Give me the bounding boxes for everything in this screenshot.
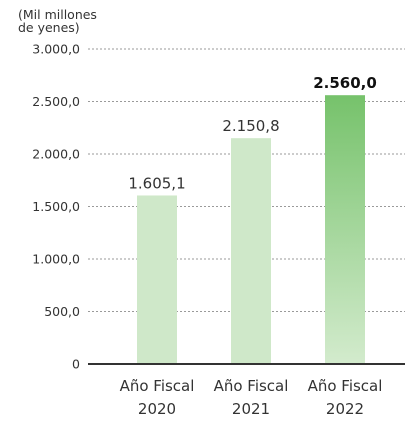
- category-label: 2022: [326, 400, 364, 418]
- unit-label-line-2: de yenes): [18, 20, 80, 35]
- y-tick-label: 2.000,0: [32, 147, 80, 162]
- value-label: 2.560,0: [313, 74, 377, 92]
- y-tick-label: 2.500,0: [32, 94, 80, 109]
- category-label: 2021: [232, 400, 270, 418]
- category-label: Año Fiscal: [120, 377, 195, 395]
- bar: [137, 195, 177, 364]
- y-tick-labels: 0 500,0 1.000,0 1.500,0 2.000,0 2.500,0 3.000,…: [32, 42, 80, 372]
- y-tick-label: 3.000,0: [32, 42, 80, 57]
- bars: [137, 95, 365, 364]
- bar: [231, 138, 271, 364]
- y-tick-label: 1.000,0: [32, 252, 80, 267]
- bar: [325, 95, 365, 364]
- category-label: 2020: [138, 400, 176, 418]
- category-label: Año Fiscal: [214, 377, 289, 395]
- y-tick-label: 500,0: [44, 304, 80, 319]
- value-label: 2.150,8: [222, 117, 279, 135]
- y-tick-label: 0: [72, 357, 80, 372]
- value-label: 1.605,1: [128, 174, 185, 192]
- y-axis-unit-label: (Mil millones de yenes): [18, 8, 97, 34]
- y-tick-label: 1.500,0: [32, 199, 80, 214]
- unit-label-line-1: (Mil millones: [18, 7, 97, 22]
- category-labels: Año Fiscal 2020 Año Fiscal 2021 Año Fiscal 20…: [120, 377, 383, 418]
- value-labels: 1.605,1 2.150,8 2.560,0: [128, 74, 376, 192]
- category-label: Año Fiscal: [308, 377, 383, 395]
